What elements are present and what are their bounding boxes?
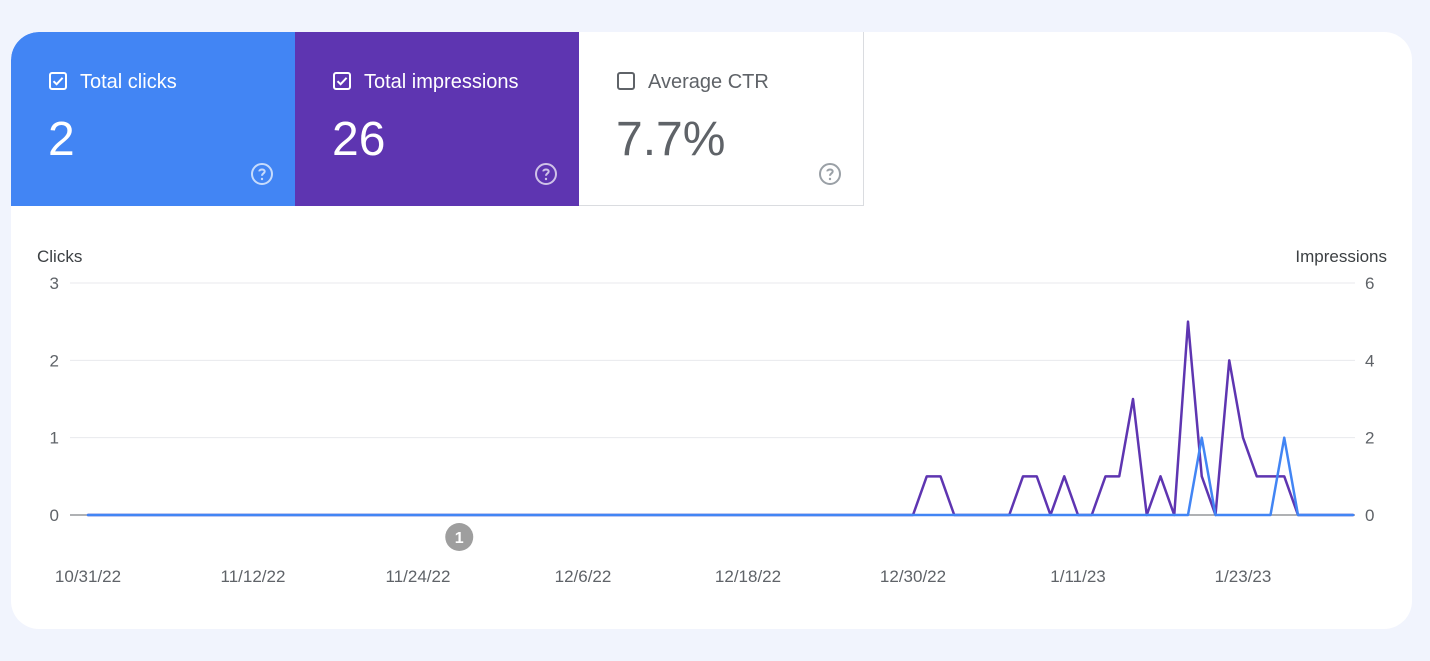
total-impressions-tile[interactable]: Total impressions 26 [295,32,579,206]
help-icon[interactable] [250,162,274,186]
left-axis-tick-label: 0 [50,506,59,525]
right-axis-tick-label: 2 [1365,429,1374,448]
average-ctr-label: Average CTR [648,71,769,93]
help-icon[interactable] [818,162,842,186]
x-axis-tick-label: 1/23/23 [1215,567,1272,586]
total-impressions-value: 26 [332,113,386,166]
total-impressions-label: Total impressions [364,71,519,93]
annotation-label: 1 [455,530,464,547]
right-axis-tick-label: 6 [1365,274,1374,293]
x-axis-tick-label: 1/11/23 [1050,567,1105,586]
checkbox-checked-icon[interactable] [333,72,351,90]
total-clicks-label: Total clicks [80,71,177,93]
total-clicks-tile[interactable]: Total clicks 2 [11,32,295,206]
right-axis-tick-label: 4 [1365,351,1374,370]
left-axis-tick-label: 2 [50,351,59,370]
left-axis-tick-label: 1 [50,429,59,448]
checkbox-unchecked-icon[interactable] [617,72,635,90]
average-ctr-value: 7.7% [616,113,726,166]
right-axis-tick-label: 0 [1365,506,1374,525]
x-axis-tick-label: 10/31/22 [55,567,121,586]
right-axis-title: Impressions [1295,247,1387,266]
average-ctr-tile[interactable]: Average CTR 7.7% [579,32,864,206]
left-axis-title: Clicks [37,247,82,266]
series-line-total-clicks [86,436,1355,517]
series-line-total-impressions [86,320,1355,517]
help-icon[interactable] [534,162,558,186]
x-axis-tick-label: 12/30/22 [880,567,946,586]
x-axis-tick-label: 11/12/22 [221,567,286,586]
checkbox-checked-icon[interactable] [49,72,67,90]
metric-tiles: Total clicks 2 Total impressions 26 Aver… [11,32,864,206]
performance-chart[interactable]: Clicks Impressions 0 01 22 43 6 10/31/22 11/1… [11,32,1412,629]
x-axis-tick-label: 12/18/22 [715,567,781,586]
x-axis-tick-label: 12/6/22 [555,567,612,586]
x-axis-tick-label: 11/24/22 [386,567,451,586]
total-clicks-value: 2 [48,113,75,166]
performance-card: Total clicks 2 Total impressions 26 Aver… [11,32,1412,629]
annotation-marker[interactable]: 1 [445,523,474,551]
left-axis-tick-label: 3 [50,274,59,293]
